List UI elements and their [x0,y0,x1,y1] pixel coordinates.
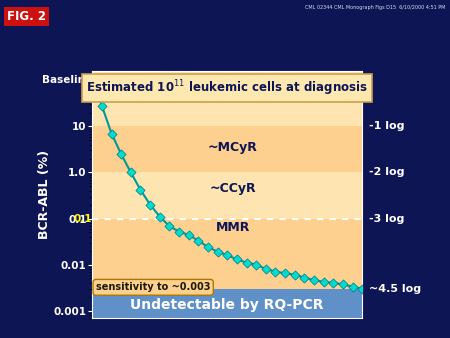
Text: CML 02344 CML Monograph Figs D15  6/10/2000 4:51 PM: CML 02344 CML Monograph Figs D15 6/10/20… [305,5,446,10]
Text: -3 log: -3 log [369,214,405,223]
Point [349,284,356,289]
Point [243,260,250,265]
Point [98,103,105,108]
Point [185,232,192,238]
Point [359,286,366,291]
Point [204,244,212,250]
Text: Undetectable by RQ-PCR: Undetectable by RQ-PCR [130,297,324,312]
Point [330,280,337,286]
Point [224,252,231,258]
Text: MMR: MMR [216,221,250,234]
Point [176,229,183,234]
Point [252,262,260,267]
Point [233,257,240,262]
Text: sensitivity to ~0.003: sensitivity to ~0.003 [96,282,211,292]
Point [89,78,96,83]
Point [195,238,202,243]
Point [214,249,221,255]
Text: 0.1: 0.1 [74,214,92,223]
Text: ~CCyR: ~CCyR [209,182,256,195]
Text: -1 log: -1 log [369,121,405,131]
Point [272,269,279,274]
Point [108,131,115,136]
Point [301,275,308,280]
Text: Estimated 10$^{11}$ leukemic cells at diagnosis: Estimated 10$^{11}$ leukemic cells at di… [86,78,369,98]
Point [262,266,270,272]
Text: -2 log: -2 log [369,167,405,177]
Bar [92,289,362,318]
Y-axis label: BCR-ABL (%): BCR-ABL (%) [38,150,51,239]
Text: FIG. 2: FIG. 2 [7,10,46,23]
Point [166,223,173,229]
Point [156,214,163,219]
Point [117,151,125,157]
Bar [92,71,362,126]
Point [147,202,154,207]
Point [137,187,144,193]
Bar [92,126,362,172]
Point [282,270,289,276]
Point [320,279,327,285]
Bar [92,172,362,218]
Text: ~4.5 log: ~4.5 log [369,284,421,294]
Point [127,170,135,175]
Point [339,282,346,287]
Point [291,272,298,277]
Text: Baseline: Baseline [42,75,92,86]
Text: ~MCyR: ~MCyR [208,141,257,154]
Point [310,277,318,283]
Bar [92,218,362,289]
